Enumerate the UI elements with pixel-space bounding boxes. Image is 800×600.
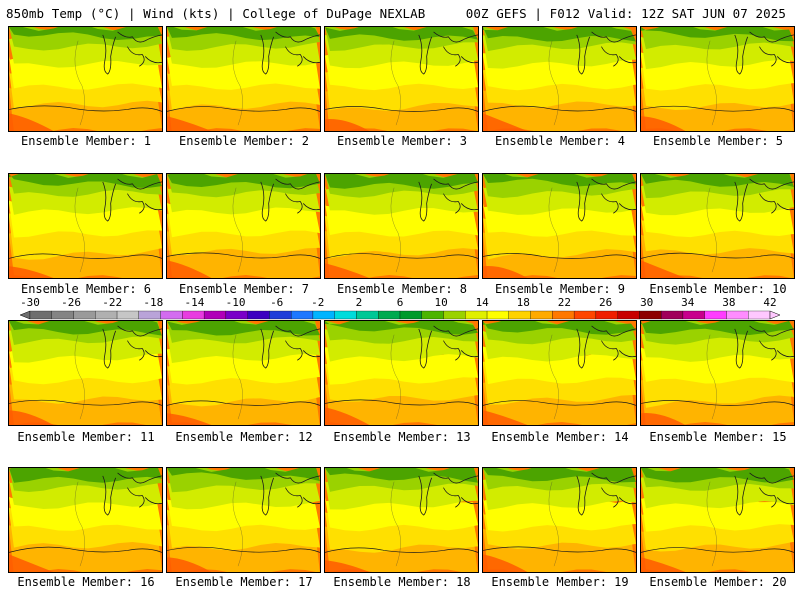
colorbar-segment xyxy=(421,310,444,320)
run-valid-title: 00Z GEFS | F012 Valid: 12Z SAT JUN 07 20… xyxy=(465,6,786,21)
colorbar-segment xyxy=(465,310,488,320)
colorbar-segment xyxy=(617,310,640,320)
ensemble-map-panel xyxy=(166,26,321,132)
colorbar-tick-label: 34 xyxy=(681,296,695,309)
ensemble-member-label: Ensemble Member: 5 xyxy=(652,134,784,148)
colorbar-segment xyxy=(595,310,618,320)
colorbar-segment xyxy=(29,310,52,320)
ensemble-member-label: Ensemble Member: 9 xyxy=(494,282,626,296)
ensemble-member-label: Ensemble Member: 17 xyxy=(175,575,313,589)
ensemble-map-panel xyxy=(324,26,479,132)
colorbar-segment xyxy=(138,310,161,320)
colorbar-segment xyxy=(160,310,183,320)
ensemble-member-label: Ensemble Member: 4 xyxy=(494,134,626,148)
colorbar-segment xyxy=(704,310,727,320)
ensemble-map-panel xyxy=(8,26,163,132)
ensemble-member-label: Ensemble Member: 15 xyxy=(649,430,787,444)
colorbar-tick-label: 6 xyxy=(397,296,404,309)
colorbar-segment xyxy=(312,310,335,320)
colorbar-tick-label: 42 xyxy=(763,296,776,309)
colorbar-tick-label: 14 xyxy=(476,296,490,309)
colorbar-tick-label: -22 xyxy=(102,296,122,309)
colorbar-tick-label: 30 xyxy=(640,296,653,309)
colorbar-tick-label: -30 xyxy=(20,296,40,309)
ensemble-member-label: Ensemble Member: 7 xyxy=(178,282,310,296)
colorbar-segment xyxy=(486,310,509,320)
ensemble-map-panel xyxy=(482,467,637,573)
ensemble-map-panel xyxy=(640,320,795,426)
colorbar-segment xyxy=(661,310,684,320)
colorbar-segment xyxy=(247,310,270,320)
colorbar-segment xyxy=(51,310,74,320)
colorbar-segment xyxy=(552,310,575,320)
ensemble-member-label: Ensemble Member: 19 xyxy=(491,575,629,589)
colorbar-segment xyxy=(682,310,705,320)
colorbar-segment xyxy=(291,310,314,320)
colorbar-segment xyxy=(203,310,227,320)
colorbar-segment xyxy=(269,310,292,320)
ensemble-map-panel xyxy=(166,320,321,426)
ensemble-map-panel xyxy=(166,467,321,573)
product-title: 850mb Temp (°C) | Wind (kts) | College o… xyxy=(6,6,426,21)
ensemble-member-label: Ensemble Member: 6 xyxy=(20,282,152,296)
temperature-colorbar: -30 -26 -22 -18 -14 -10 -6 -2 2 6 10 14 18 22 26 30 34 38… xyxy=(19,296,781,320)
colorbar-segment xyxy=(378,310,401,320)
colorbar-segment xyxy=(748,310,771,320)
ensemble-map-panel xyxy=(324,467,479,573)
colorbar-tick-label: 2 xyxy=(356,296,363,309)
colorbar-tick-label: -10 xyxy=(226,296,246,309)
colorbar-tick-label: 38 xyxy=(722,296,735,309)
colorbar-segment xyxy=(73,310,96,320)
ensemble-map-panel xyxy=(324,320,479,426)
colorbar-tick-label: 26 xyxy=(599,296,612,309)
ensemble-map-panel xyxy=(640,173,795,279)
colorbar-tick-label: 22 xyxy=(558,296,571,309)
ensemble-member-label: Ensemble Member: 14 xyxy=(491,430,629,444)
ensemble-member-label: Ensemble Member: 3 xyxy=(336,134,468,148)
colorbar-segment xyxy=(356,310,379,320)
colorbar-tick-label: -26 xyxy=(61,296,81,309)
ensemble-map-panel xyxy=(640,26,795,132)
colorbar-segment xyxy=(573,310,597,320)
ensemble-member-label: Ensemble Member: 10 xyxy=(649,282,787,296)
colorbar-segment xyxy=(726,310,749,320)
ensemble-member-label: Ensemble Member: 2 xyxy=(178,134,310,148)
colorbar-segment xyxy=(639,310,662,320)
ensemble-member-label: Ensemble Member: 13 xyxy=(333,430,471,444)
colorbar-segment xyxy=(530,310,553,320)
ensemble-map-panel xyxy=(8,320,163,426)
colorbar-tick-label: -18 xyxy=(143,296,163,309)
colorbar-tick-label: -14 xyxy=(184,296,204,309)
colorbar-tick-label: -2 xyxy=(311,296,324,309)
ensemble-map-panel xyxy=(482,26,637,132)
ensemble-member-label: Ensemble Member: 12 xyxy=(175,430,313,444)
ensemble-member-label: Ensemble Member: 11 xyxy=(17,430,155,444)
colorbar-segment xyxy=(95,310,118,320)
ensemble-map-panel xyxy=(8,173,163,279)
ensemble-member-label: Ensemble Member: 20 xyxy=(649,575,787,589)
colorbar-segment xyxy=(399,310,422,320)
colorbar-segment xyxy=(443,310,466,320)
colorbar-segment xyxy=(116,310,139,320)
ensemble-map-panel xyxy=(8,467,163,573)
ensemble-map-panel xyxy=(324,173,479,279)
colorbar-tick-label: -6 xyxy=(270,296,283,309)
colorbar-segment xyxy=(225,310,248,320)
ensemble-member-label: Ensemble Member: 16 xyxy=(17,575,155,589)
colorbar-segment xyxy=(182,310,205,320)
ensemble-map-panel xyxy=(482,173,637,279)
ensemble-member-label: Ensemble Member: 8 xyxy=(336,282,468,296)
colorbar-segment xyxy=(334,310,357,320)
ensemble-map-panel xyxy=(482,320,637,426)
ensemble-map-panel xyxy=(640,467,795,573)
ensemble-member-label: Ensemble Member: 18 xyxy=(333,575,471,589)
colorbar-segment xyxy=(508,310,531,320)
colorbar-tick-label: 18 xyxy=(517,296,530,309)
ensemble-map-panel xyxy=(166,173,321,279)
ensemble-member-label: Ensemble Member: 1 xyxy=(20,134,152,148)
colorbar-tick-label: 10 xyxy=(434,296,447,309)
